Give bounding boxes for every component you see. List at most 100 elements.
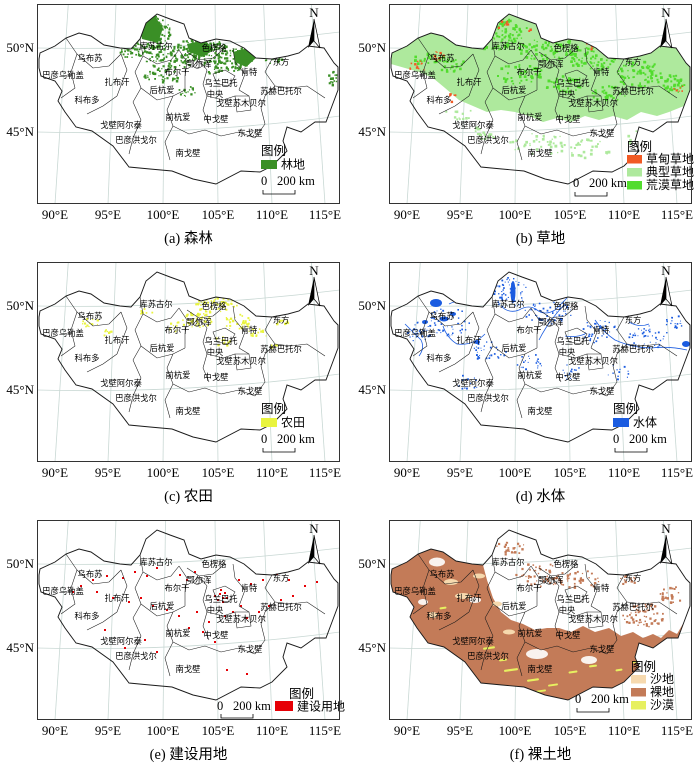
province-label: 乌布苏: [430, 569, 455, 579]
province-label: 布尔干: [517, 583, 542, 593]
legend-label: 荒漠草地: [646, 178, 694, 192]
province-label: 苏赫巴托尔: [260, 86, 302, 96]
province-label: 后杭爱: [502, 343, 527, 353]
province-label: 戈壁苏木贝尔: [568, 356, 618, 366]
province-label: 鄂尔浑: [187, 59, 212, 69]
province-label: 乌布苏: [78, 569, 103, 579]
province-label: 肯特: [593, 583, 610, 593]
lon-tick: 95°E: [446, 465, 474, 480]
lon-tick: 110°E: [607, 207, 641, 222]
lon-tick: 100°E: [146, 207, 180, 222]
province-label: 科布多: [427, 611, 452, 621]
province-label: 巴彦乌勒盖: [42, 586, 84, 596]
province-label: 前杭爱: [166, 112, 191, 122]
province-label: 东方: [625, 315, 642, 325]
province-label: 东戈壁: [590, 644, 615, 654]
province-label: 戈壁苏木贝尔: [216, 614, 266, 624]
province-label: 扎布汗: [105, 593, 130, 603]
province-label: 中央: [559, 347, 576, 357]
scale-zero: 0: [573, 176, 579, 190]
legend-title: 图例: [627, 140, 652, 154]
lon-tick: 100°E: [498, 465, 532, 480]
province-label: 巴彦乌勒盖: [42, 328, 84, 338]
lon-tick: 95°E: [446, 207, 474, 222]
province-label: 东戈壁: [238, 128, 263, 138]
legend-label: 沙地: [650, 672, 674, 686]
province-label: 中戈壁: [556, 114, 581, 124]
scale-zero: 0: [217, 699, 223, 713]
lon-tick: 115°E: [308, 723, 342, 738]
lon-tick: 115°E: [308, 207, 342, 222]
legend-label: 沙漠: [650, 698, 674, 712]
province-label: 科布多: [75, 95, 100, 105]
province-label: 南戈壁: [528, 664, 553, 674]
legend-label: 典型草地: [646, 165, 694, 179]
lat-tick: 45°N: [6, 640, 34, 655]
panel-caption: (c) 农田: [164, 489, 213, 505]
province-label: 巴彦洪戈尔: [467, 393, 509, 403]
province-label: 乌布苏: [78, 311, 103, 321]
province-label: 布尔干: [517, 67, 542, 77]
legend-swatch: [631, 701, 646, 710]
panel-caption: (b) 草地: [515, 231, 566, 247]
graticule: [388, 261, 693, 463]
province-label: 肯特: [593, 325, 610, 335]
lon-tick: 90°E: [41, 723, 69, 738]
province-label: 前杭爱: [166, 628, 191, 638]
lat-tick: 50°N: [358, 298, 386, 313]
province-label: 巴彦乌勒盖: [394, 70, 436, 80]
province-label: 扎布汗: [457, 593, 482, 603]
province-label: 中央: [207, 89, 224, 99]
scale-zero: 0: [261, 432, 267, 446]
lon-tick: 105°E: [553, 465, 587, 480]
province-label: 后杭爱: [150, 343, 175, 353]
province-label: 科布多: [75, 353, 100, 363]
province-label: 东戈壁: [238, 386, 263, 396]
province-label: 前杭爱: [166, 370, 191, 380]
lat-tick: 45°N: [6, 382, 34, 397]
province-label: 东方: [625, 573, 642, 583]
scale-label: 200 km: [591, 692, 629, 706]
north-arrow-icon: N: [660, 263, 673, 307]
lon-tick: 110°E: [255, 723, 289, 738]
country-borders: [38, 271, 339, 443]
province-label: 后杭爱: [150, 601, 175, 611]
province-label: 巴彦洪戈尔: [467, 135, 509, 145]
province-label: 东方: [273, 573, 290, 583]
province-label: 乌布苏: [78, 53, 103, 63]
north-label: N: [661, 5, 671, 20]
legend-swatch: [631, 675, 646, 684]
panel-caption: (d) 水体: [515, 489, 566, 505]
province-label: 巴彦洪戈尔: [115, 135, 157, 145]
lat-tick: 45°N: [358, 124, 386, 139]
scale-label: 200 km: [233, 699, 271, 713]
province-label: 色楞格: [554, 301, 580, 311]
lon-tick: 90°E: [41, 465, 69, 480]
legend-label: 草甸草地: [646, 152, 694, 166]
lon-tick: 100°E: [498, 723, 532, 738]
province-label: 戈壁阿尔泰: [100, 120, 142, 130]
province-label: 南戈壁: [176, 406, 201, 416]
north-label: N: [309, 263, 319, 278]
country-borders: [390, 13, 691, 185]
panel-caption: (f) 裸土地: [509, 747, 572, 763]
legend-swatch: [261, 418, 277, 427]
province-label: 戈壁阿尔泰: [452, 636, 494, 646]
landcover-layer: [404, 277, 690, 390]
scale-zero: 0: [575, 692, 581, 706]
lon-tick: 90°E: [393, 723, 421, 738]
scale-bar: 0 200 km: [573, 176, 627, 197]
province-label: 肯特: [593, 67, 610, 77]
lon-tick: 105°E: [553, 207, 587, 222]
province-label: 前杭爱: [518, 628, 543, 638]
province-label: 乌兰巴托: [556, 78, 589, 88]
north-label: N: [661, 263, 671, 278]
province-label: 中央: [559, 89, 576, 99]
panel-d: 50°N 45°N 90°E 95°E 100°E 105°E 110°E 115°E (d) …: [352, 258, 700, 515]
map-frame: [389, 262, 692, 462]
